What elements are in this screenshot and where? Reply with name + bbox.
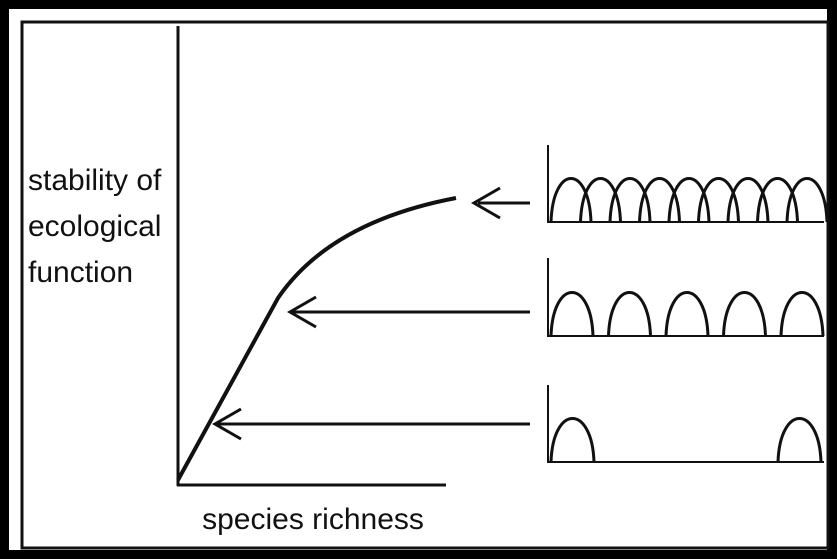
species-hump <box>608 177 652 223</box>
species-hump <box>664 291 710 337</box>
stability-curve <box>176 196 457 481</box>
species-hump <box>549 177 593 223</box>
species-hump <box>756 177 799 223</box>
inner-frame <box>20 20 830 550</box>
arrows <box>211 186 530 441</box>
species-panels <box>547 145 829 463</box>
y-axis-label: stability of <box>28 164 162 197</box>
y-axis-label: ecological <box>28 210 161 243</box>
species-hump <box>697 177 740 223</box>
species-hump <box>579 177 622 223</box>
arrow-head <box>211 407 242 441</box>
x-axis-label: species richness <box>202 503 424 536</box>
arrow-head <box>286 295 317 329</box>
species-hump <box>726 177 770 223</box>
species-hump <box>785 177 829 223</box>
species-hump <box>607 291 652 337</box>
species-hump <box>667 177 711 223</box>
main-axes <box>176 26 457 487</box>
species-hump <box>722 291 767 337</box>
species-hump <box>638 177 681 223</box>
species-hump <box>776 417 823 463</box>
species-hump <box>549 417 596 463</box>
frame-background <box>9 9 827 550</box>
y-axis-label: function <box>28 256 133 289</box>
arrow-head <box>470 186 501 220</box>
species-hump <box>779 291 825 337</box>
species-hump <box>549 291 595 337</box>
